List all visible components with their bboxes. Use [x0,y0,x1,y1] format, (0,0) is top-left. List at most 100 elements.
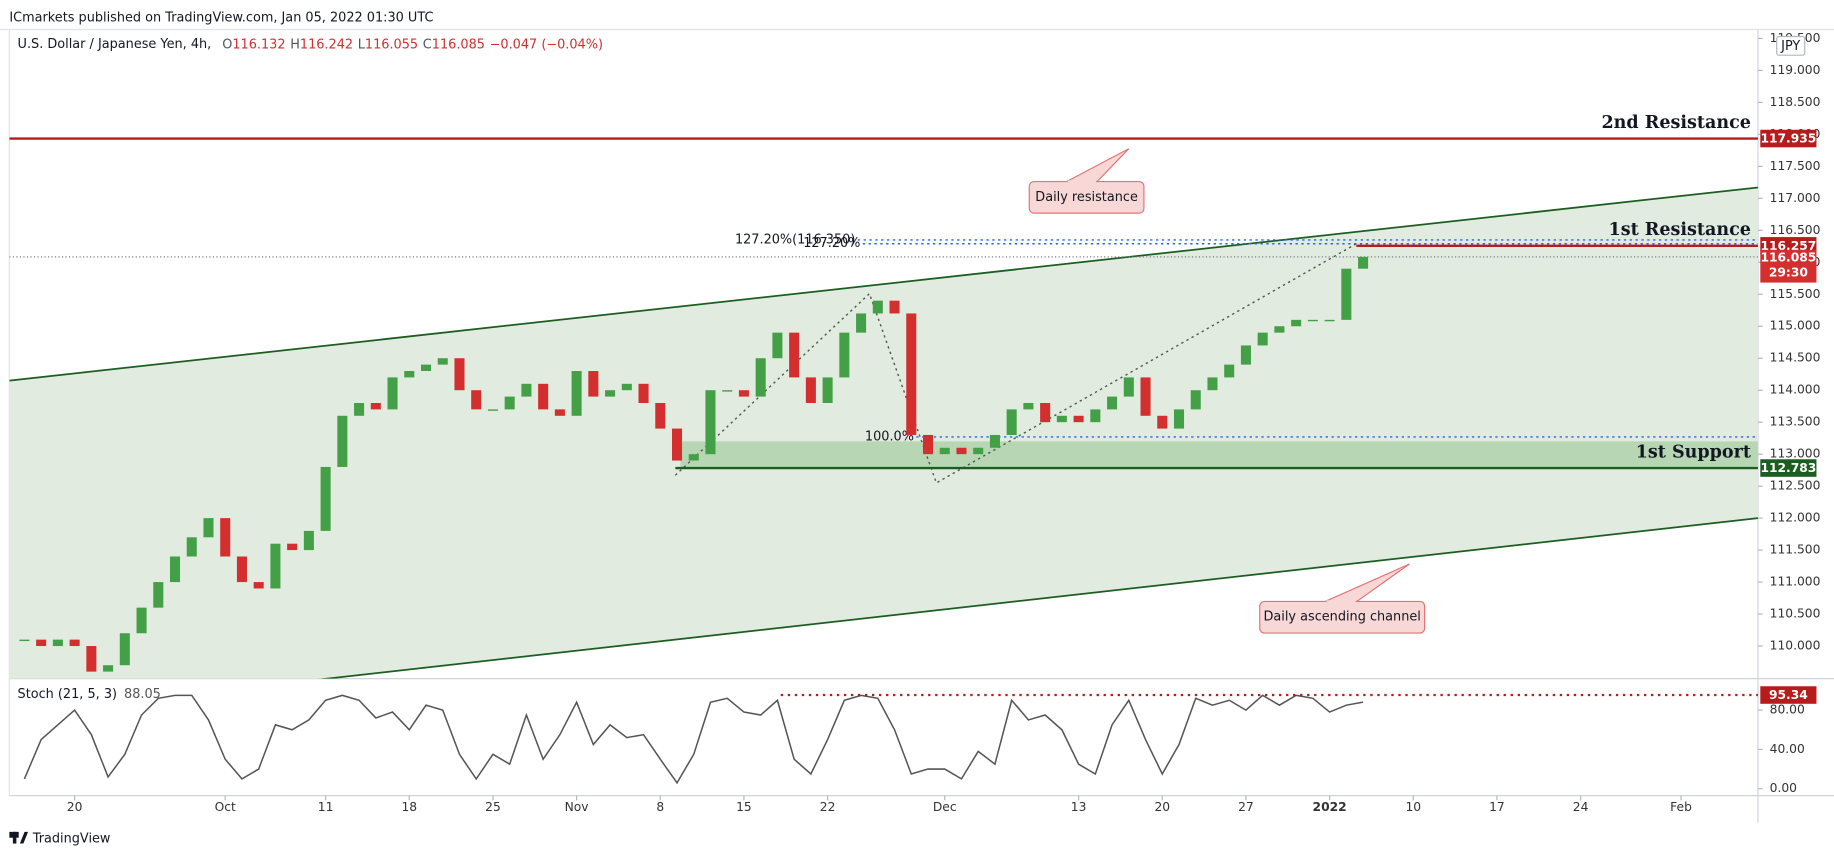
x-tick-label: Nov [565,800,589,814]
candle [638,383,649,403]
candle [404,371,415,378]
current-price-box [1760,249,1817,283]
candle [1090,409,1101,423]
y-tick-label: 113.500 [1770,415,1821,429]
ohlc-legend: O116.132 H116.242 L116.055 C116.085 −0.047 (… [222,37,603,52]
candle [504,396,515,410]
channel-fill [9,187,1758,679]
candle [1157,415,1168,429]
footer-brand: TradingView [32,831,111,846]
candle [86,646,97,672]
ohlc-value: 116.242 [300,37,353,52]
candle [822,377,833,403]
candle [605,390,616,397]
price-label: 95.34 [1769,688,1808,702]
candle [906,313,917,435]
y-tick-label: 118.500 [1770,95,1821,109]
candle [236,556,247,583]
y-tick-label: 115.000 [1770,319,1821,333]
candle [1358,256,1369,269]
y-tick-label: 111.000 [1770,575,1821,589]
callout-resistance: Daily resistance [1028,148,1145,214]
candle [872,300,883,314]
candle [1341,268,1352,320]
candle [136,607,147,634]
candle [103,665,114,672]
currency-label[interactable]: JPY [1780,39,1800,54]
candle [922,434,934,455]
y-tick-label: 117.500 [1770,159,1821,173]
candle [287,543,298,551]
candle [169,556,181,583]
x-tick-label: 13 [1071,800,1087,814]
candle [337,415,348,467]
x-tick-label: 22 [820,800,836,814]
stoch-title: Stoch (21, 5, 3) 88.05 [18,686,161,701]
candle [521,383,532,397]
x-tick-label: 20 [1154,800,1170,814]
y-tick-label: 80.00 [1770,703,1805,717]
candle [119,633,130,666]
currency-button[interactable] [1776,35,1806,56]
ohlc-label: H [290,37,300,52]
y-tick-label: 114.000 [1770,383,1821,397]
candle [538,383,549,410]
y-tick-label: 112.500 [1770,479,1821,493]
candle [856,313,867,333]
candle [253,582,264,589]
candle [320,466,331,531]
y-tick-label: 110.500 [1770,607,1821,621]
candle [805,377,816,403]
x-tick-label: 2022 [1313,800,1347,814]
y-tick-label: 116.500 [1770,223,1821,237]
x-tick-label: 27 [1238,800,1254,814]
ohlc-label: L [358,37,366,52]
stoch-name: Stoch (21, 5, 3) [18,686,118,701]
level-label: 1st Support [1636,442,1752,462]
candle [1040,402,1051,423]
candle [52,639,63,647]
fib-path [674,243,1357,484]
y-tick-label: 40.00 [1770,742,1805,756]
price-label: 116.257 [1760,239,1816,253]
price-label: 112.783 [1760,461,1816,475]
x-tick-label: 20 [67,800,83,814]
stoch-line [23,694,1364,785]
candle [220,518,231,557]
candle [454,358,465,391]
level-label: 2nd Resistance [1601,113,1750,133]
candle [1073,415,1084,423]
candle [571,371,582,416]
fib-label: 127.20%(116.350) [735,232,855,247]
ohlc-value: 116.085 [432,37,485,52]
candle [186,537,197,557]
published-header: ICmarkets published on TradingView.com, … [9,10,433,25]
x-tick-label: 10 [1405,800,1421,814]
support-zone [680,441,1758,469]
x-tick-label: Feb [1670,800,1692,814]
candle [1173,409,1185,429]
x-tick-label: 25 [485,800,501,814]
overlay: 110.000 110.500 111.000 111.500 112.000 112.5… [67,31,1821,814]
candle [1307,319,1318,322]
current-price-label: 116.085 [1760,251,1816,265]
candle [889,300,900,314]
candle [554,409,565,416]
y-tick-label: 112.000 [1770,511,1821,525]
candle [487,409,498,411]
ohlc-value: 116.132 [232,37,285,52]
candle [1274,326,1285,333]
candle [772,332,783,359]
x-tick-label: 24 [1573,800,1589,814]
candle [671,428,683,461]
candle [1224,364,1235,378]
y-tick-label: 117.000 [1770,191,1821,205]
y-tick-label: 114.500 [1770,351,1821,365]
x-tick-label: Oct [215,800,236,814]
candle [705,390,716,455]
logo-shape [19,831,29,844]
price-label: 117.935 [1760,132,1816,146]
stoch-value: 88.05 [124,686,161,701]
candle [956,447,967,455]
